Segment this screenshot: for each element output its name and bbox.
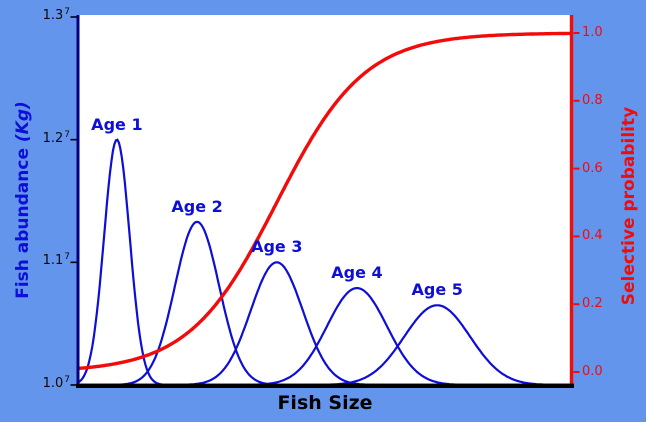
y-axis-label-right: Selective probability [619, 106, 639, 306]
annotation-age-1: Age 1 [91, 114, 143, 134]
annotation-age-5: Age 5 [411, 280, 463, 300]
y-right-tick-label: 1.0 [582, 25, 603, 40]
selectivity-curve [78, 31, 571, 370]
y-left-tick-label: 1.07 [42, 375, 70, 391]
y-left-tick-label: 1.17 [42, 252, 70, 269]
y-right-tick-label: 0.8 [582, 92, 603, 108]
y-left-tick-label: 1.37 [42, 7, 70, 23]
y-axis-label-left-text: Fish abundance [13, 142, 33, 299]
y-left-tick-label: 1.27 [42, 129, 70, 146]
annotation-age-2: Age 2 [171, 196, 223, 216]
y-right-tick-label: 0.2 [582, 296, 603, 312]
y-right-tick-label: 0.4 [582, 228, 603, 244]
annotation-age-4: Age 4 [331, 263, 383, 283]
y-right-tick-label: 0.0 [582, 364, 603, 379]
y-right-tick-label: 0.6 [582, 160, 603, 176]
annotation-age-3: Age 3 [251, 237, 303, 257]
x-axis-label: Fish Size [277, 392, 373, 414]
plot-background [79, 15, 571, 385]
